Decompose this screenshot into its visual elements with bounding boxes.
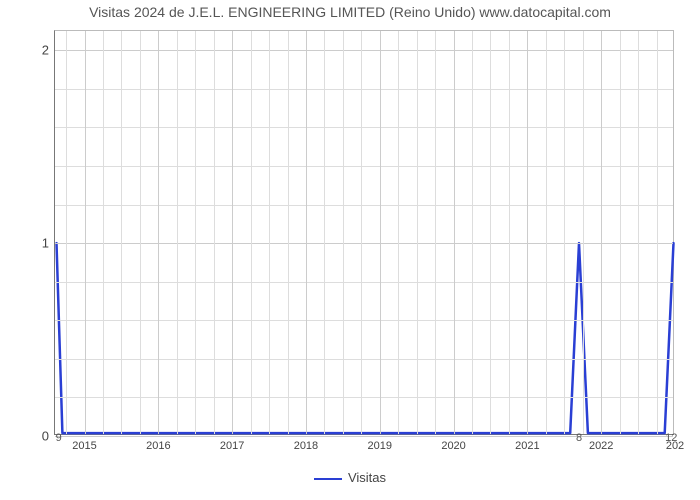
- gridline-v-minor: [490, 31, 491, 434]
- y-tick-label: 2: [42, 43, 55, 58]
- gridline-v-minor: [269, 31, 270, 434]
- x-tick-label: 2018: [294, 434, 318, 452]
- gridline-v-minor: [251, 31, 252, 434]
- gridline-h-minor: [55, 89, 673, 90]
- gridline-v: [232, 31, 233, 434]
- x-under-label: 8: [576, 432, 582, 444]
- legend-label: Visitas: [348, 470, 386, 485]
- x-tick-label: 2020: [441, 434, 465, 452]
- gridline-v: [527, 31, 528, 434]
- x-tick-label: 2016: [146, 434, 170, 452]
- gridline-v-minor: [103, 31, 104, 434]
- gridline-v: [85, 31, 86, 434]
- gridline-v-minor: [140, 31, 141, 434]
- gridline-v-minor: [509, 31, 510, 434]
- chart-title: Visitas 2024 de J.E.L. ENGINEERING LIMIT…: [0, 4, 700, 20]
- gridline-v-minor: [361, 31, 362, 434]
- gridline-h-minor: [55, 359, 673, 360]
- gridline-v: [601, 31, 602, 434]
- gridline-v-minor: [343, 31, 344, 434]
- x-tick-label: 2022: [589, 434, 613, 452]
- gridline-h: [55, 243, 673, 244]
- legend: Visitas: [0, 470, 700, 485]
- gridline-v: [306, 31, 307, 434]
- gridline-v-minor: [398, 31, 399, 434]
- gridline-v-minor: [417, 31, 418, 434]
- gridline-v-minor: [435, 31, 436, 434]
- gridline-v-minor: [66, 31, 67, 434]
- legend-swatch: [314, 478, 342, 480]
- gridline-v-minor: [288, 31, 289, 434]
- gridline-v: [454, 31, 455, 434]
- gridline-v-minor: [324, 31, 325, 434]
- gridline-v-minor: [583, 31, 584, 434]
- gridline-v-minor: [472, 31, 473, 434]
- gridline-v-minor: [657, 31, 658, 434]
- gridline-h-minor: [55, 205, 673, 206]
- gridline-v: [380, 31, 381, 434]
- x-under-label: 9: [56, 432, 62, 444]
- gridline-h-minor: [55, 127, 673, 128]
- gridline-h-minor: [55, 282, 673, 283]
- gridline-v-minor: [564, 31, 565, 434]
- gridline-v: [158, 31, 159, 434]
- plot-area: 0122015201620172018201920202021202220298…: [54, 30, 674, 435]
- y-tick-label: 0: [42, 429, 55, 444]
- x-tick-label: 2021: [515, 434, 539, 452]
- gridline-v-minor: [121, 31, 122, 434]
- gridline-v-minor: [214, 31, 215, 434]
- gridline-h-minor: [55, 397, 673, 398]
- x-tick-label: 2015: [72, 434, 96, 452]
- gridline-v-minor: [195, 31, 196, 434]
- y-tick-label: 1: [42, 236, 55, 251]
- gridline-v-minor: [620, 31, 621, 434]
- x-tick-label: 2017: [220, 434, 244, 452]
- gridline-h: [55, 50, 673, 51]
- x-tick-label: 2019: [368, 434, 392, 452]
- gridline-v-minor: [638, 31, 639, 434]
- gridline-h-minor: [55, 166, 673, 167]
- gridline-v-minor: [177, 31, 178, 434]
- gridline-h-minor: [55, 320, 673, 321]
- gridline-v-minor: [546, 31, 547, 434]
- x-under-label: 12: [665, 432, 677, 444]
